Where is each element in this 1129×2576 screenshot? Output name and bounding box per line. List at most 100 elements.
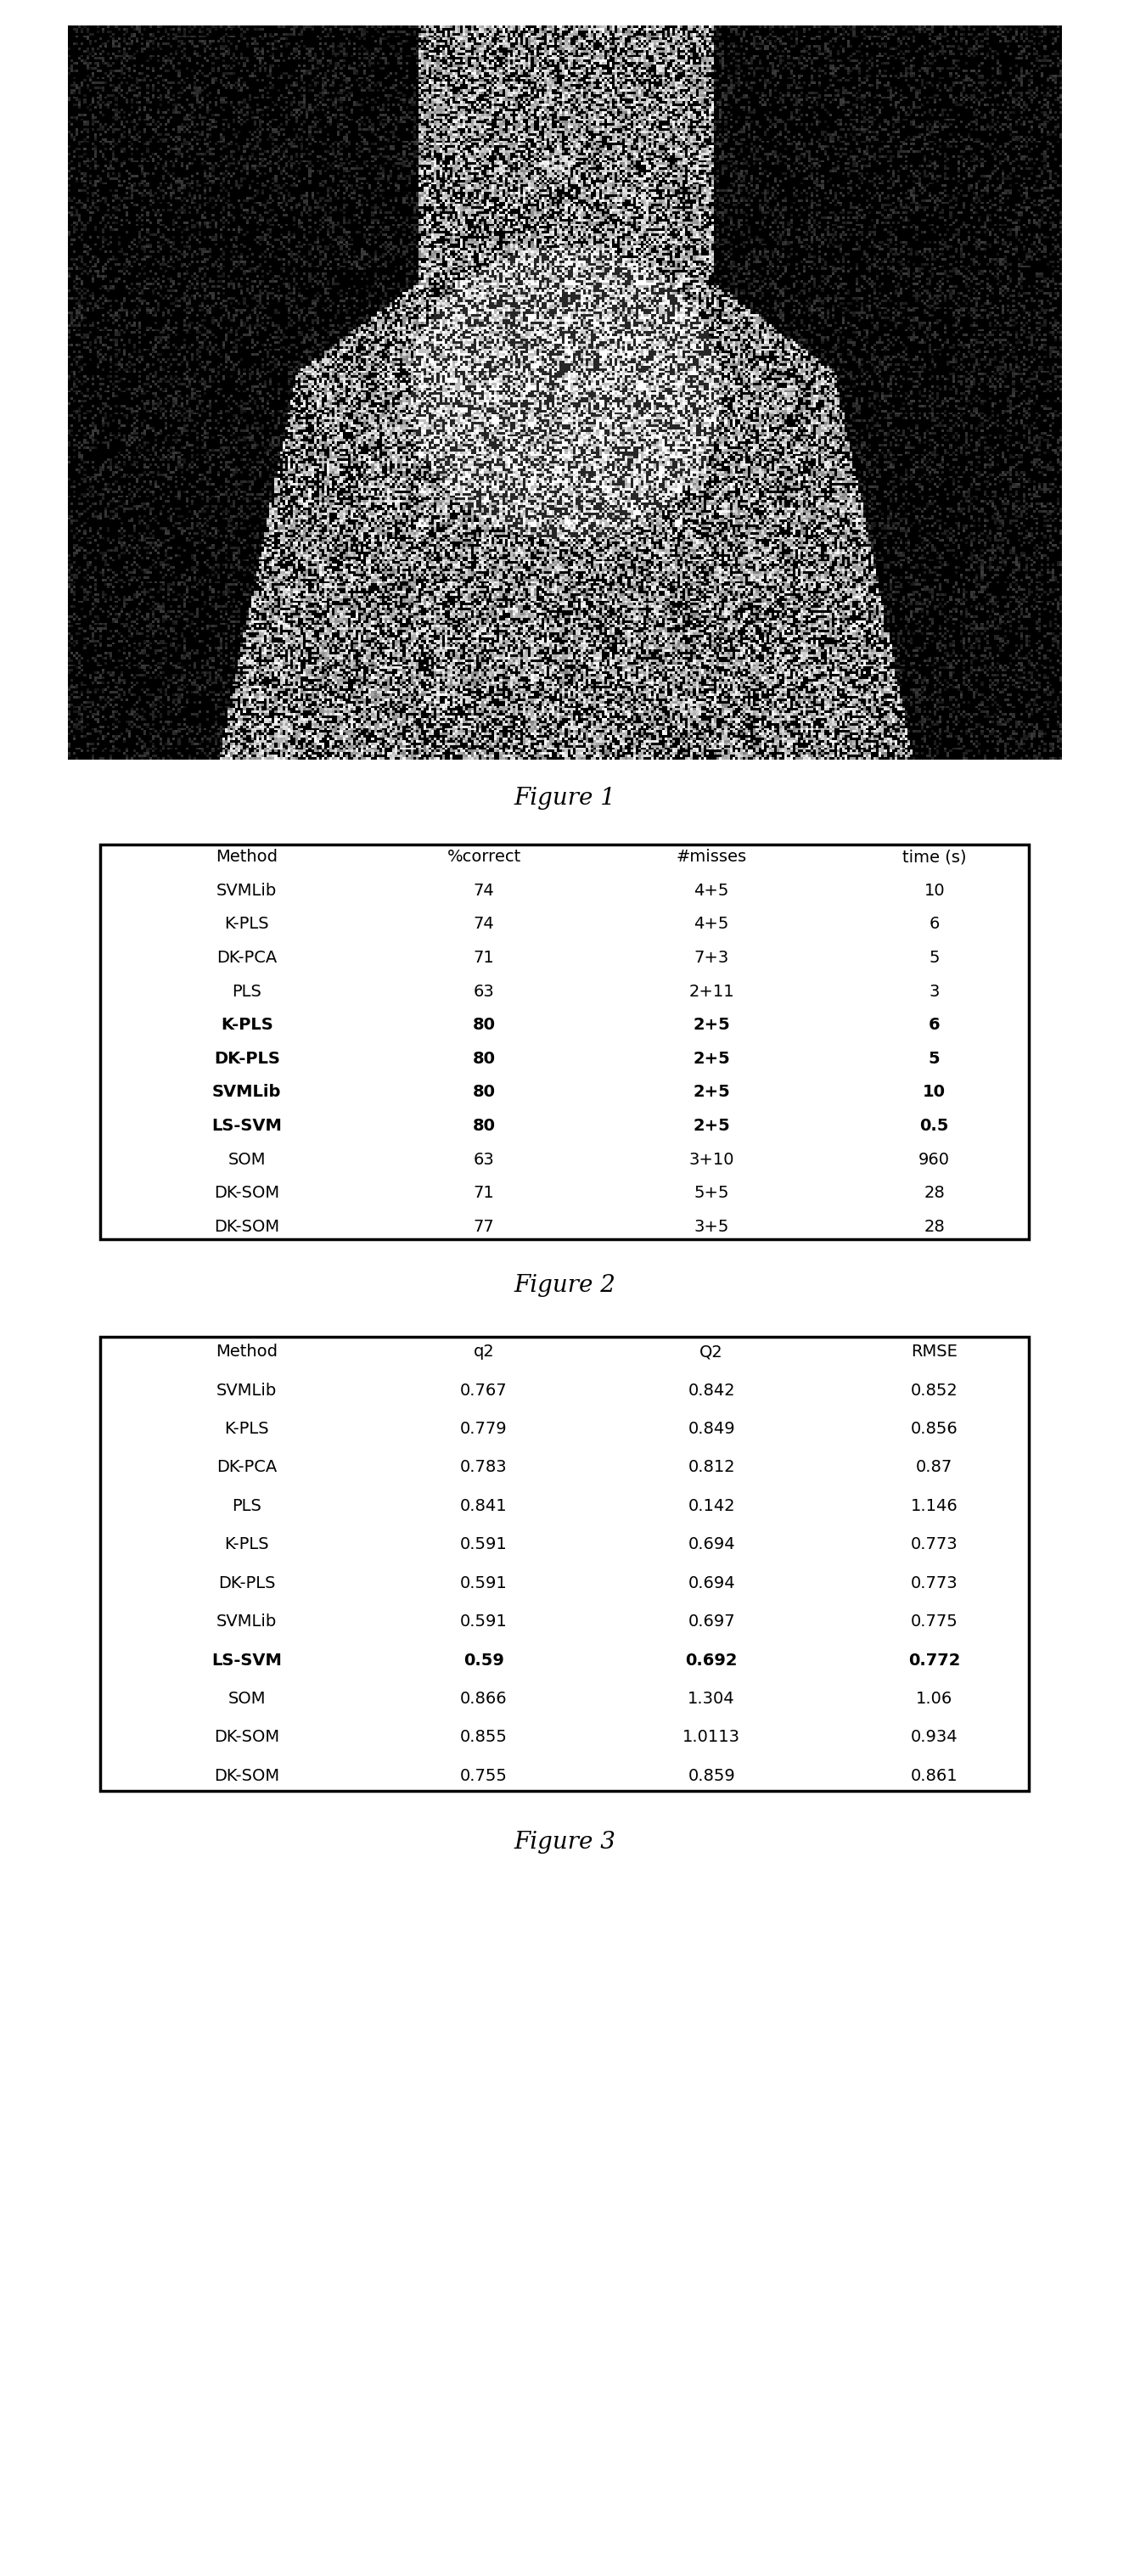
Text: K-PLS: K-PLS xyxy=(225,1422,269,1437)
Text: 80: 80 xyxy=(472,1084,496,1100)
Text: 63: 63 xyxy=(473,984,495,999)
Text: DK-PLS: DK-PLS xyxy=(218,1574,275,1592)
Text: 28: 28 xyxy=(924,1218,945,1234)
Text: K-PLS: K-PLS xyxy=(225,917,269,933)
Text: 0.142: 0.142 xyxy=(688,1499,735,1515)
Text: 4+5: 4+5 xyxy=(694,917,729,933)
Text: SOM: SOM xyxy=(228,1690,265,1708)
Text: 28: 28 xyxy=(924,1185,945,1200)
Text: RMSE: RMSE xyxy=(911,1345,957,1360)
Text: 0.591: 0.591 xyxy=(461,1613,508,1631)
Text: 0.859: 0.859 xyxy=(688,1767,735,1785)
Text: 10: 10 xyxy=(922,1084,946,1100)
Text: 0.841: 0.841 xyxy=(461,1499,508,1515)
Text: Method: Method xyxy=(216,1345,278,1360)
Text: SVMLib: SVMLib xyxy=(217,1613,277,1631)
Text: 80: 80 xyxy=(472,1118,496,1133)
Text: 0.773: 0.773 xyxy=(911,1535,959,1553)
Text: PLS: PLS xyxy=(231,1499,262,1515)
Text: K-PLS: K-PLS xyxy=(225,1535,269,1553)
Text: 0.694: 0.694 xyxy=(688,1535,735,1553)
Text: 0.812: 0.812 xyxy=(688,1461,735,1476)
Text: 74: 74 xyxy=(473,884,495,899)
Text: PLS: PLS xyxy=(231,984,262,999)
Text: DK-PCA: DK-PCA xyxy=(217,951,277,966)
Text: 0.697: 0.697 xyxy=(688,1613,735,1631)
Text: SOM: SOM xyxy=(228,1151,265,1167)
FancyBboxPatch shape xyxy=(99,845,1030,1239)
Text: 0.849: 0.849 xyxy=(688,1422,735,1437)
Text: 0.755: 0.755 xyxy=(461,1767,508,1785)
Text: 5+5: 5+5 xyxy=(694,1185,729,1200)
Text: q2: q2 xyxy=(473,1345,495,1360)
Text: 77: 77 xyxy=(473,1218,495,1234)
Text: 6: 6 xyxy=(929,917,939,933)
Text: DK-PCA: DK-PCA xyxy=(217,1461,277,1476)
Text: Figure 1: Figure 1 xyxy=(514,786,615,809)
Text: DK-SOM: DK-SOM xyxy=(215,1728,280,1747)
Text: 2+5: 2+5 xyxy=(693,1051,730,1066)
Text: SVMLib: SVMLib xyxy=(217,1383,277,1399)
Text: 0.775: 0.775 xyxy=(911,1613,959,1631)
Text: %correct: %correct xyxy=(447,850,520,866)
Text: LS-SVM: LS-SVM xyxy=(211,1118,282,1133)
Text: 2+5: 2+5 xyxy=(693,1018,730,1033)
Text: 0.5: 0.5 xyxy=(920,1118,949,1133)
Text: 0.591: 0.591 xyxy=(461,1574,508,1592)
Text: Q2: Q2 xyxy=(700,1345,724,1360)
Text: 0.783: 0.783 xyxy=(461,1461,508,1476)
Text: 0.866: 0.866 xyxy=(461,1690,508,1708)
Text: 960: 960 xyxy=(919,1151,951,1167)
Text: 5: 5 xyxy=(928,1051,940,1066)
Text: #misses: #misses xyxy=(676,850,746,866)
Text: 71: 71 xyxy=(473,951,495,966)
Text: DK-PLS: DK-PLS xyxy=(213,1051,280,1066)
Text: 2+11: 2+11 xyxy=(689,984,734,999)
Text: 63: 63 xyxy=(473,1151,495,1167)
Text: 0.772: 0.772 xyxy=(909,1651,961,1669)
Text: 2+5: 2+5 xyxy=(693,1118,730,1133)
Text: 0.773: 0.773 xyxy=(911,1574,959,1592)
Text: 0.767: 0.767 xyxy=(461,1383,508,1399)
Text: 0.855: 0.855 xyxy=(461,1728,508,1747)
Text: 1.146: 1.146 xyxy=(911,1499,959,1515)
Text: 80: 80 xyxy=(472,1051,496,1066)
Text: 0.694: 0.694 xyxy=(688,1574,735,1592)
Text: 0.842: 0.842 xyxy=(688,1383,735,1399)
Text: 6: 6 xyxy=(928,1018,940,1033)
Text: 0.934: 0.934 xyxy=(911,1728,959,1747)
Text: time (s): time (s) xyxy=(902,850,966,866)
Text: 3: 3 xyxy=(929,984,939,999)
Text: 80: 80 xyxy=(472,1018,496,1033)
Text: DK-SOM: DK-SOM xyxy=(215,1218,280,1234)
Text: 0.861: 0.861 xyxy=(911,1767,959,1785)
Text: 1.06: 1.06 xyxy=(916,1690,953,1708)
Text: DK-SOM: DK-SOM xyxy=(215,1767,280,1785)
Text: SVMLib: SVMLib xyxy=(212,1084,281,1100)
Text: 71: 71 xyxy=(473,1185,495,1200)
Text: 5: 5 xyxy=(929,951,939,966)
Text: LS-SVM: LS-SVM xyxy=(211,1651,282,1669)
Text: 0.779: 0.779 xyxy=(461,1422,508,1437)
Text: K-PLS: K-PLS xyxy=(220,1018,273,1033)
Text: 3+10: 3+10 xyxy=(689,1151,734,1167)
FancyBboxPatch shape xyxy=(99,1337,1030,1790)
Text: 3+5: 3+5 xyxy=(694,1218,729,1234)
Text: Figure 3: Figure 3 xyxy=(514,1832,615,1852)
Text: 10: 10 xyxy=(924,884,945,899)
Text: 0.59: 0.59 xyxy=(464,1651,505,1669)
Text: 2+5: 2+5 xyxy=(693,1084,730,1100)
Text: 0.852: 0.852 xyxy=(911,1383,959,1399)
Text: 7+3: 7+3 xyxy=(694,951,729,966)
Text: 0.87: 0.87 xyxy=(916,1461,953,1476)
Text: Method: Method xyxy=(216,850,278,866)
Text: Figure 2: Figure 2 xyxy=(514,1275,615,1298)
Text: DK-SOM: DK-SOM xyxy=(215,1185,280,1200)
Text: 1.304: 1.304 xyxy=(688,1690,735,1708)
Text: SVMLib: SVMLib xyxy=(217,884,277,899)
Text: 74: 74 xyxy=(473,917,495,933)
Text: 0.856: 0.856 xyxy=(911,1422,959,1437)
Text: 0.591: 0.591 xyxy=(461,1535,508,1553)
Text: 4+5: 4+5 xyxy=(694,884,729,899)
Text: 0.692: 0.692 xyxy=(685,1651,737,1669)
